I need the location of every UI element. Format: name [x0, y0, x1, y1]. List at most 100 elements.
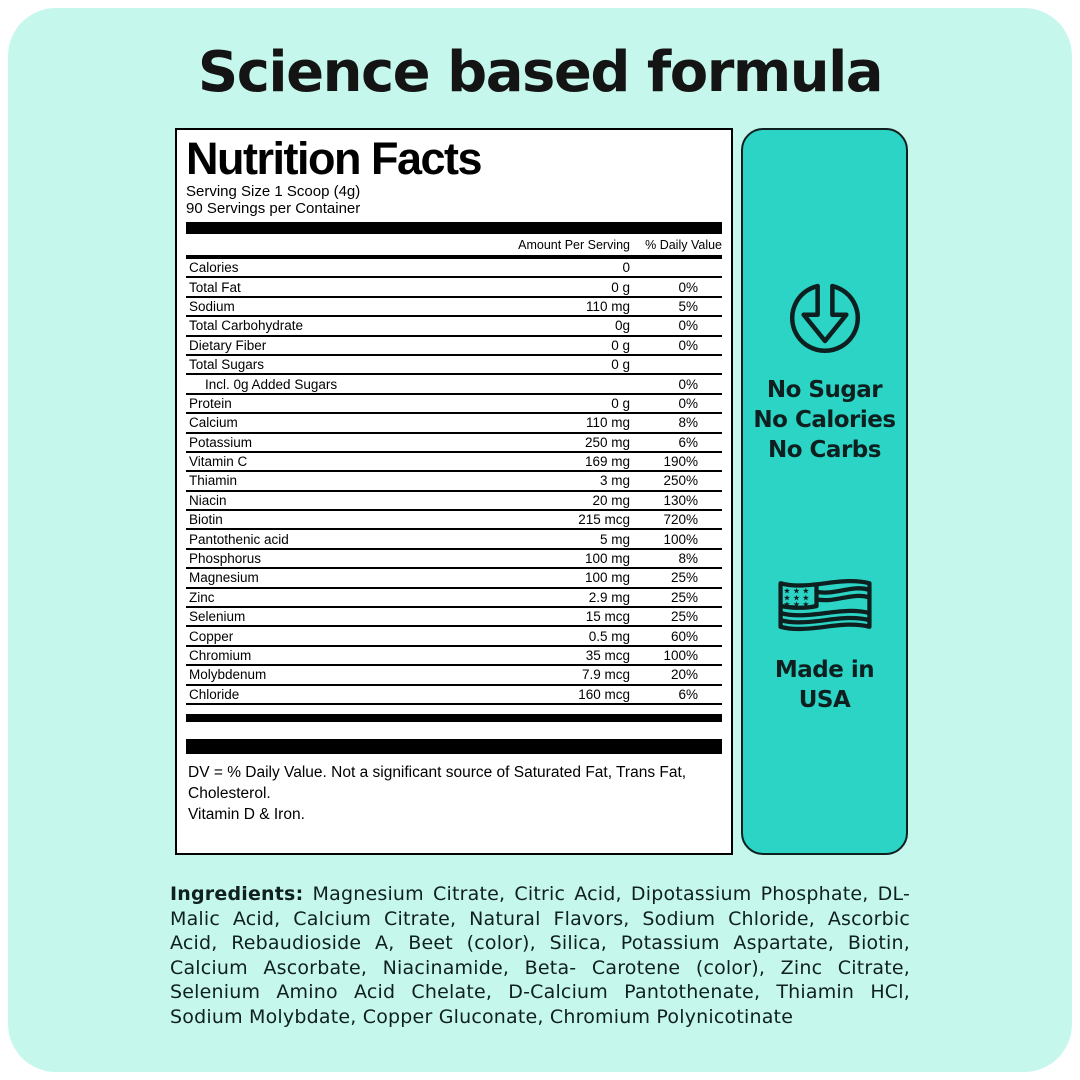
- nutrient-amount: 0 g: [611, 357, 630, 373]
- nutrient-daily-value: 100%: [663, 531, 698, 547]
- divider-bar-thick: [186, 222, 722, 234]
- table-row: Calcium 110 mg 8%: [186, 414, 722, 434]
- nutrient-name: Calcium: [189, 415, 238, 431]
- nutrient-name: Potassium: [189, 434, 253, 450]
- footnote-line-2: Vitamin D & Iron.: [188, 805, 305, 823]
- svg-text:★: ★: [783, 587, 790, 596]
- nutrient-name: Total Sugars: [189, 357, 265, 373]
- svg-text:★: ★: [802, 587, 809, 596]
- page-title: Science based formula: [197, 40, 884, 105]
- table-row: Potassium 250 mg 6%: [186, 434, 722, 453]
- nutrient-amount: 0g: [614, 318, 630, 334]
- nutrient-amount: 7.9 mcg: [581, 667, 630, 683]
- nutrient-amount: 250 mg: [584, 434, 630, 450]
- svg-text:★: ★: [802, 600, 809, 609]
- nutrient-daily-value: 0%: [678, 279, 698, 295]
- nutrient-daily-value: 5%: [678, 298, 698, 314]
- nutrient-amount: 2.9 mg: [588, 589, 630, 605]
- daily-value-footnote: DV = % Daily Value. Not a significant so…: [186, 762, 722, 825]
- svg-text:★: ★: [792, 600, 799, 609]
- table-row: Selenium 15 mcg 25%: [186, 608, 722, 628]
- nutrient-name: Magnesium: [189, 570, 259, 586]
- table-row: Incl. 0g Added Sugars 0%: [186, 375, 722, 395]
- nutrient-amount: 100 mg: [584, 570, 630, 586]
- nutrient-daily-value: 8%: [678, 415, 698, 431]
- nutrient-amount: 35 mcg: [585, 648, 630, 663]
- daily-value-column-header: % Daily Value: [645, 238, 722, 252]
- claim-no-sugar: No Sugar: [766, 377, 883, 403]
- nutrient-name: Calories: [189, 260, 239, 276]
- no-claims-text: No Sugar No Calories No Carbs: [753, 375, 896, 465]
- table-row: Pantothenic acid 5 mg 100%: [186, 530, 722, 550]
- nutrient-name: Total Carbohydrate: [189, 318, 304, 334]
- nutrient-name: Sodium: [189, 298, 235, 314]
- nutrient-daily-value: 0%: [678, 395, 698, 411]
- table-row: Chloride 160 mcg 6%: [186, 686, 722, 705]
- nutrient-name: Zinc: [189, 589, 215, 605]
- table-row: Copper 0.5 mg 60%: [186, 627, 722, 647]
- nutrition-facts-title: Nutrition Facts: [186, 133, 483, 184]
- table-row: Total Carbohydrate 0g 0%: [186, 317, 722, 337]
- claims-panel: No Sugar No Calories No Carbs ★ ★ ★ ★ ★ ★ ★ ★…: [741, 128, 908, 855]
- nutrient-daily-value: 100%: [663, 648, 698, 663]
- nutrient-daily-value: 60%: [670, 628, 698, 644]
- nutrient-daily-value: 720%: [663, 512, 698, 528]
- nutrient-amount: 0 g: [611, 337, 630, 353]
- nutrient-amount: 110 mg: [585, 415, 630, 431]
- nutrient-amount: 110 mg: [585, 298, 630, 314]
- nutrient-amount: 0 g: [611, 395, 630, 411]
- nutrition-rows: Calories 0 Total Fat 0 g 0% Sodium 110 m…: [186, 259, 722, 705]
- nutrient-daily-value: 0%: [678, 376, 698, 392]
- nutrient-amount: 169 mg: [584, 454, 630, 470]
- made-in-line: Made in: [774, 657, 875, 683]
- usa-line: USA: [798, 687, 851, 713]
- table-row: Chromium 35 mcg 100%: [186, 647, 722, 667]
- nutrient-name: Chloride: [189, 686, 240, 702]
- nutrient-amount: 3 mg: [599, 473, 630, 489]
- table-row: Biotin 215 mcg 720%: [186, 511, 722, 531]
- nutrient-daily-value: 250%: [663, 473, 698, 489]
- nutrient-name: Thiamin: [189, 473, 238, 489]
- claim-no-carbs: No Carbs: [768, 437, 881, 463]
- divider-bar-bottom-1: [186, 713, 722, 722]
- nutrient-amount: 0.5 mg: [588, 628, 630, 644]
- svg-text:★: ★: [802, 593, 809, 602]
- nutrient-name: Protein: [189, 395, 232, 411]
- table-row: Calories 0: [186, 259, 722, 279]
- table-row: Vitamin C 169 mg 190%: [186, 453, 722, 473]
- nutrient-name: Biotin: [189, 512, 223, 528]
- table-row: Thiamin 3 mg 250%: [186, 472, 722, 492]
- nutrient-amount: 0 g: [611, 279, 630, 295]
- table-row: Protein 0 g 0%: [186, 395, 722, 415]
- nutrition-facts-panel: Nutrition Facts Serving Size 1 Scoop (4g…: [175, 128, 733, 855]
- made-in-usa-text: Made in USA: [774, 655, 875, 715]
- nutrient-amount: 160 mcg: [578, 686, 630, 702]
- ingredients-label: Ingredients:: [170, 883, 304, 905]
- table-row: Phosphorus 100 mg 8%: [186, 550, 722, 570]
- svg-text:★: ★: [792, 593, 799, 602]
- nutrient-daily-value: 25%: [670, 589, 698, 605]
- nutrient-name: Vitamin C: [189, 454, 248, 470]
- table-row: Sodium 110 mg 5%: [186, 298, 722, 318]
- claim-no-calories: No Calories: [753, 407, 896, 433]
- svg-text:★: ★: [783, 600, 790, 609]
- nutrient-amount: 0: [622, 260, 630, 276]
- nutrient-name: Pantothenic acid: [189, 531, 289, 547]
- nutrient-daily-value: 6%: [678, 686, 698, 702]
- divider-bar-medium: [186, 255, 722, 259]
- nutrient-name: Niacin: [189, 492, 227, 508]
- column-headers: Amount Per Serving % Daily Value: [186, 234, 722, 255]
- nutrient-daily-value: 130%: [663, 492, 698, 508]
- serving-size-text: Serving Size 1 Scoop (4g): [186, 183, 361, 200]
- nutrient-daily-value: 0%: [678, 318, 698, 334]
- footnote-line-1: DV = % Daily Value. Not a significant so…: [188, 763, 687, 802]
- nutrient-daily-value: 0%: [678, 337, 698, 353]
- nutrient-name: Total Fat: [189, 279, 241, 295]
- nutrient-name: Selenium: [189, 609, 246, 625]
- nutrient-name: Chromium: [189, 648, 252, 663]
- nutrient-name: Molybdenum: [189, 667, 267, 683]
- table-row: Dietary Fiber 0 g 0%: [186, 337, 722, 356]
- table-row: Molybdenum 7.9 mcg 20%: [186, 666, 722, 686]
- arrow-down-circle-icon: [789, 283, 860, 353]
- table-row: Magnesium 100 mg 25%: [186, 569, 722, 589]
